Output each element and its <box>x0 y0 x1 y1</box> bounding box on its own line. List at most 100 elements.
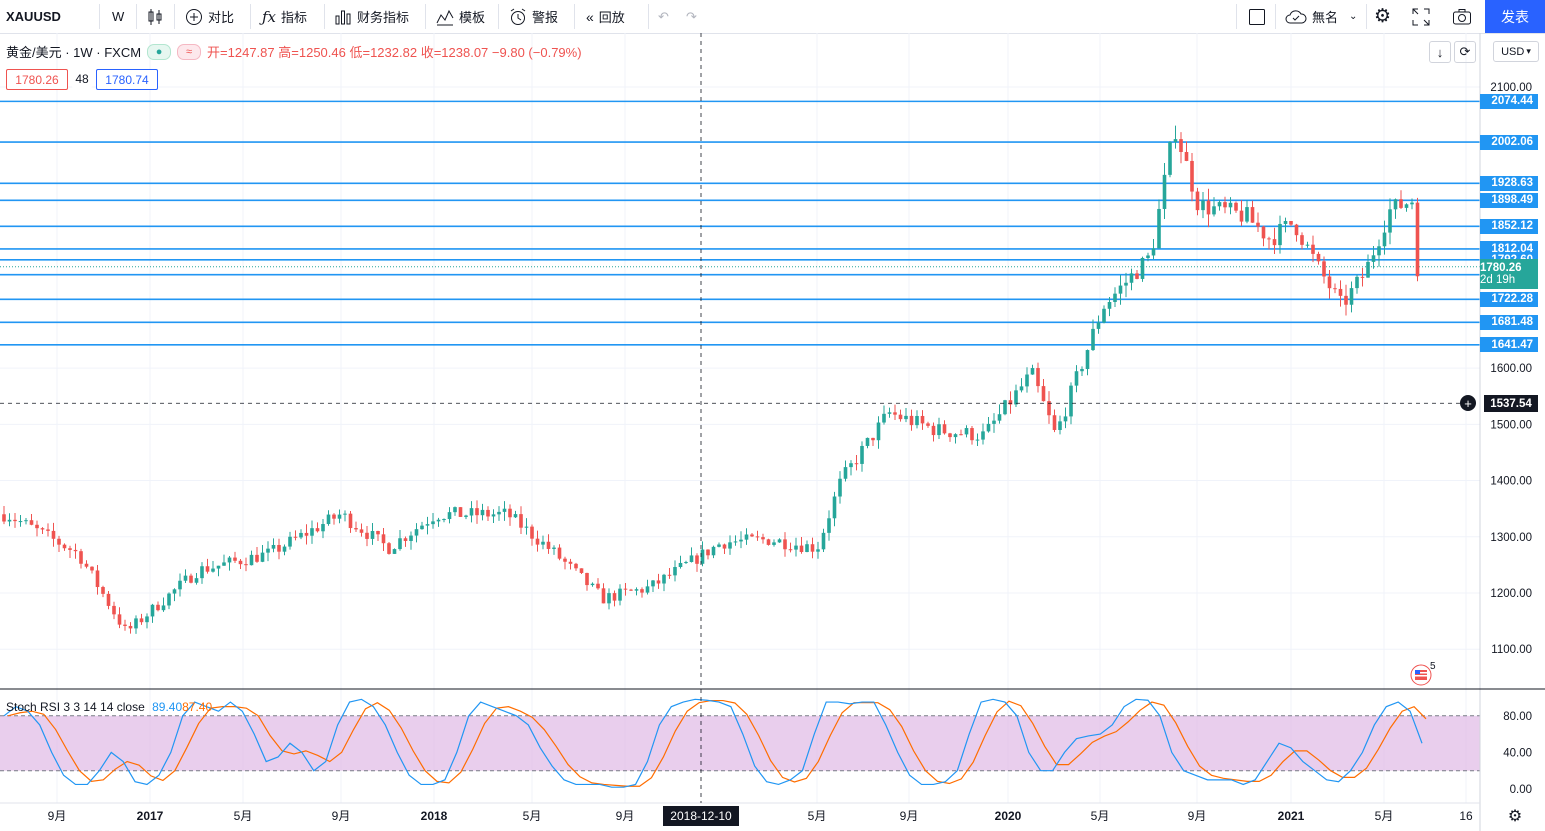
y-tick-label: 1500.00 <box>1490 419 1532 431</box>
redo-button[interactable]: ↷ <box>686 0 697 33</box>
countdown-value: 2d 19h <box>1480 274 1516 287</box>
candle-body <box>1036 368 1040 387</box>
candle-body <box>381 534 386 544</box>
candle-body <box>1382 232 1387 247</box>
candle-body <box>827 518 831 533</box>
candle-body <box>1360 276 1365 278</box>
candle-body <box>794 545 798 550</box>
candle-body <box>1135 273 1139 279</box>
toolbar-divider <box>99 4 100 29</box>
settings-button[interactable]: ⚙ <box>1374 0 1391 33</box>
plus-circle-icon <box>186 8 202 25</box>
candle-body <box>1052 415 1057 430</box>
snapshot-button[interactable] <box>1452 0 1472 33</box>
toolbar-divider <box>1236 4 1237 29</box>
horizontal-levels <box>0 100 1480 346</box>
square-icon <box>1249 8 1265 25</box>
interval-button[interactable]: W <box>112 0 124 33</box>
symbol-search-button[interactable]: XAUUSD <box>6 0 61 33</box>
auto-scale-button[interactable]: ⟳ <box>1454 41 1476 63</box>
layout-select-button[interactable] <box>1248 0 1266 33</box>
candle-body <box>1201 200 1205 211</box>
candle-body <box>673 567 677 576</box>
candle-body <box>84 563 89 567</box>
compare-button[interactable]: 对比 <box>185 0 234 33</box>
candle-body <box>1008 400 1013 405</box>
candle-body <box>585 572 589 586</box>
candle-body <box>876 422 881 441</box>
candle-body <box>1190 160 1194 192</box>
economic-event-flag[interactable]: 5 <box>1410 661 1436 686</box>
candle-body <box>145 616 149 623</box>
x-tick-label: 2020 <box>995 809 1022 823</box>
candle-body <box>1080 369 1084 372</box>
currency-value: USD <box>1501 45 1525 58</box>
candle-body <box>1234 202 1238 211</box>
chart-type-button[interactable] <box>146 0 164 33</box>
bid-box[interactable]: 1780.26 <box>6 69 68 90</box>
candle-body <box>178 580 182 590</box>
financials-button[interactable]: 财务指标 <box>334 0 409 33</box>
templates-button[interactable]: 模板 <box>436 0 485 33</box>
candle-body <box>1278 223 1282 246</box>
candle-body <box>227 557 232 563</box>
candle-body <box>403 538 408 541</box>
candle-body <box>766 539 771 545</box>
candle-body <box>216 565 221 569</box>
x-tick-label: 9月 <box>48 809 67 823</box>
replay-button[interactable]: « 回放 <box>586 0 625 33</box>
compare-mode-icon[interactable]: ≈ <box>177 43 202 60</box>
candle-body <box>480 509 485 516</box>
save-layout-button[interactable]: 無名 ⌄ <box>1285 0 1357 33</box>
level-price-tag: 1641.47 <box>1480 337 1538 353</box>
indicators-button[interactable]: ƒx 指标 <box>262 0 307 33</box>
candle-body <box>453 507 457 513</box>
fullscreen-button[interactable] <box>1412 0 1430 33</box>
x-tick-label: 9月 <box>1188 809 1207 823</box>
toolbar-divider <box>648 4 649 29</box>
publish-button[interactable]: 发表 <box>1485 0 1545 33</box>
candle-body <box>1371 255 1376 262</box>
last-price-value: 1780.26 <box>1480 262 1522 275</box>
close-value: 收=1238.07 <box>420 45 489 60</box>
scale-settings-button[interactable]: ⚙ <box>1505 806 1525 826</box>
stoch-d-line <box>7 699 1427 787</box>
undo-button[interactable]: ↶ <box>658 0 669 33</box>
ask-box[interactable]: 1780.74 <box>96 69 158 90</box>
level-price-tag: 1852.12 <box>1480 218 1538 234</box>
candle-body <box>783 539 787 550</box>
candle-body <box>128 625 133 629</box>
toolbar-divider <box>1275 4 1276 29</box>
candle-body <box>1228 202 1233 208</box>
candle-body <box>838 478 842 497</box>
add-alert-plus-button[interactable]: + <box>1460 395 1476 411</box>
alert-button[interactable]: 警报 <box>509 0 558 33</box>
candle-body <box>854 463 859 465</box>
scroll-down-button[interactable]: ↓ <box>1429 41 1451 63</box>
candle-body <box>271 544 276 549</box>
candle-body <box>1410 202 1414 205</box>
candle-body <box>101 587 105 594</box>
level-price-tag: 1681.48 <box>1480 314 1538 330</box>
candle-body <box>57 538 61 545</box>
candle-body <box>106 593 111 606</box>
candle-body <box>117 614 122 625</box>
level-price-tag: 1722.28 <box>1480 291 1538 307</box>
indicators-label: 指标 <box>281 10 308 25</box>
candle-body <box>1294 224 1299 236</box>
candle-body <box>337 514 342 519</box>
toolbar-divider <box>574 4 575 29</box>
publish-label: 发表 <box>1501 8 1529 25</box>
candle-body <box>887 412 892 414</box>
candle-body <box>1069 385 1073 417</box>
candle-body <box>282 546 287 552</box>
candle-body <box>904 415 908 420</box>
x-tick-label: 5月 <box>234 809 253 823</box>
price-chart[interactable]: 9月 2017 5月 9月 2018 5月 9月 5月 9月 2020 5月 9月 2021 5月 16 21… <box>0 33 1545 831</box>
candle-body <box>805 544 809 552</box>
candle-body <box>172 589 177 594</box>
visibility-icon[interactable]: ● <box>147 43 172 60</box>
candle-body <box>799 545 804 552</box>
candle-body <box>222 562 226 566</box>
currency-select[interactable]: USD ▾ <box>1493 41 1539 62</box>
